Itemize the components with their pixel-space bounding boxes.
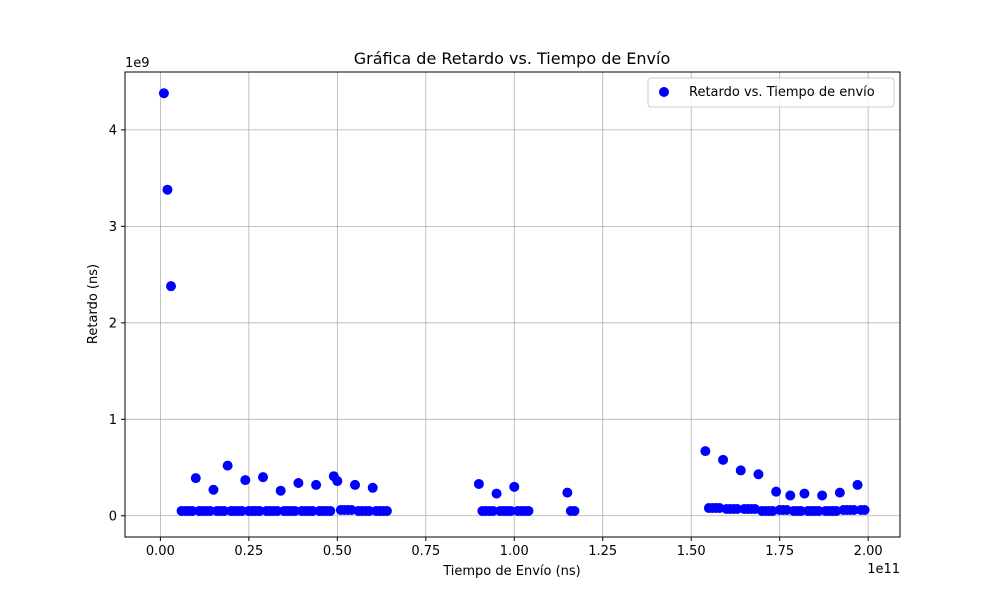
data-point [158,88,169,99]
data-point [204,505,215,516]
y-tick-label: 1 [109,413,117,428]
data-point [219,505,230,516]
data-point [254,505,265,516]
legend-marker [659,87,669,97]
data-point [332,476,343,487]
data-point [817,490,828,501]
x-axis-label: Tiempo de Envío (ns) [442,564,581,579]
data-point [523,505,534,516]
data-point [562,487,573,498]
data-point [834,487,845,498]
legend-label: Retardo vs. Tiempo de envío [689,85,875,100]
data-point [852,479,863,490]
data-point [258,472,269,483]
x-tick-label: 0.75 [411,544,440,559]
plot-area-frame [124,71,901,538]
data-point [785,490,796,501]
data-point [799,488,810,499]
data-point [753,469,764,480]
gridlines [125,72,900,537]
data-point [732,504,743,515]
data-point [859,504,870,515]
x-tick-label: 1.00 [500,544,529,559]
data-point [813,505,824,516]
chart-title: Gráfica de Retardo vs. Tiempo de Envío [354,49,670,68]
data-point [236,505,247,516]
data-point [166,281,177,292]
data-point [208,484,219,495]
y-tick-label: 4 [109,123,117,138]
data-point [488,505,499,516]
data-point [718,454,729,465]
y-axis-label: Retardo (ns) [86,264,101,344]
x-axis-ticks: 0.00 0.25 0.50 0.75 1.00 1.25 1.50 1.75 2.00 [146,537,883,559]
x-tick-label: 1.50 [677,544,706,559]
data-point [289,505,300,516]
y-axis-ticks: 0 1 2 3 4 [109,123,125,524]
data-point [381,505,392,516]
x-tick-label: 1.25 [588,544,617,559]
data-point [505,505,516,516]
data-point [364,505,375,516]
data-point [795,505,806,516]
data-point [272,505,283,516]
x-axis-offset-label: 1e11 [867,562,900,577]
x-tick-label: 0.00 [146,544,175,559]
data-point [735,465,746,476]
data-point [491,488,502,499]
legend-box [647,77,895,108]
x-tick-label: 0.25 [234,544,263,559]
data-point [187,505,198,516]
data-point [162,184,173,195]
data-point [311,479,322,490]
data-point [700,446,711,457]
data-point [275,485,286,496]
y-axis-offset-label: 1e9 [125,56,150,71]
legend: Retardo vs. Tiempo de envío [647,77,895,108]
x-tick-label: 2.00 [854,544,883,559]
data-point [222,460,233,471]
y-tick-label: 3 [109,220,117,235]
data-point [325,505,336,516]
data-point [240,475,251,486]
data-point [190,473,201,484]
y-tick-label: 0 [109,509,117,524]
data-points [158,88,870,516]
data-point [509,481,520,492]
data-point [350,479,361,490]
data-point [771,486,782,497]
data-point [848,504,859,515]
data-point [569,505,580,516]
data-point [293,477,304,488]
data-point [307,505,318,516]
data-point [367,482,378,493]
x-tick-label: 0.50 [323,544,352,559]
y-tick-label: 2 [109,316,117,331]
data-point [473,478,484,489]
x-tick-label: 1.75 [765,544,794,559]
